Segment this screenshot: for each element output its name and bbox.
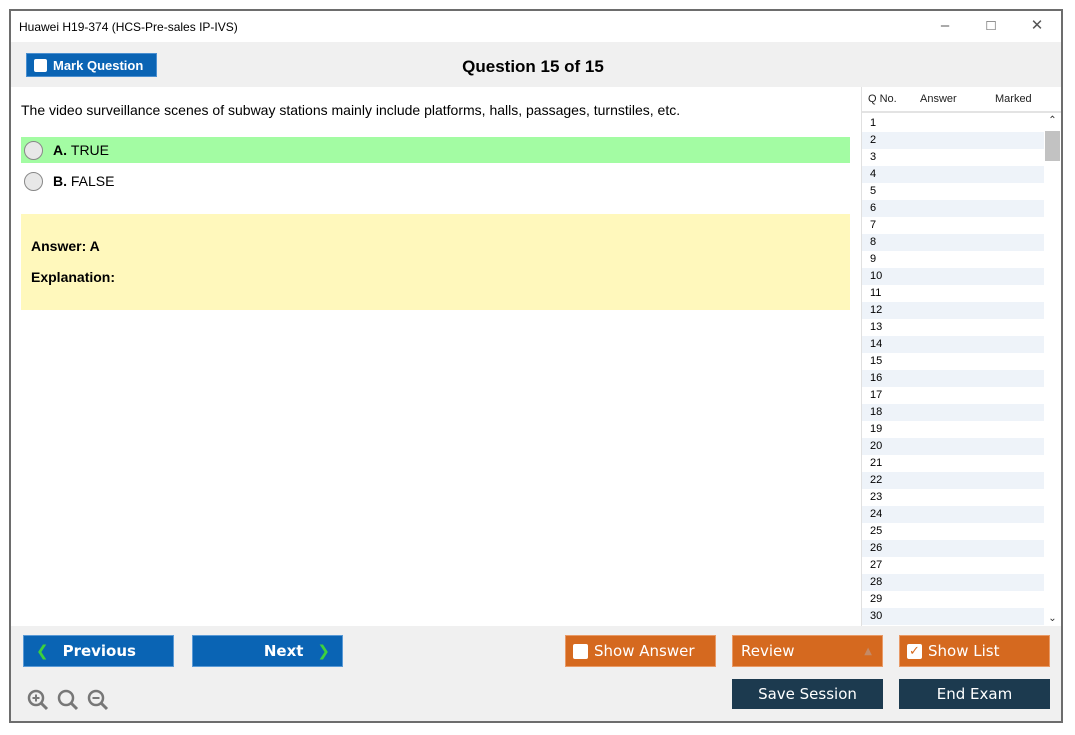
list-item[interactable]: 19 <box>870 423 883 435</box>
list-item[interactable]: 3 <box>870 151 877 163</box>
title-bar: Huawei H19-374 (HCS-Pre-sales IP-IVS) – … <box>11 11 1061 42</box>
header-marked[interactable]: Marked <box>995 93 1032 105</box>
list-item[interactable]: 27 <box>870 559 883 571</box>
list-item[interactable]: 5 <box>870 185 877 197</box>
question-list: Q No. Answer Marked 1 2 3 4 5 6 7 8 9 10 11 12 13 14 1… <box>861 87 1061 626</box>
mark-question-button[interactable]: Mark Question <box>26 53 157 77</box>
question-text: The video surveillance scenes of subway … <box>21 102 681 118</box>
answer-text: Answer: A <box>31 238 100 254</box>
previous-button[interactable]: ❮ Previous <box>23 635 174 667</box>
option-letter: B. <box>53 173 67 189</box>
show-answer-label: Show Answer <box>594 642 695 660</box>
zoom-reset-icon[interactable] <box>56 688 80 712</box>
list-item[interactable]: 4 <box>862 166 1044 183</box>
header-qno[interactable]: Q No. <box>868 93 897 105</box>
list-item[interactable]: 26 <box>862 540 1044 557</box>
question-title: Question 15 of 15 <box>462 57 604 76</box>
app-window: Huawei H19-374 (HCS-Pre-sales IP-IVS) – … <box>9 9 1063 723</box>
checkbox-icon <box>34 58 47 72</box>
save-session-button[interactable]: Save Session <box>732 679 883 709</box>
option-text: TRUE <box>70 142 110 158</box>
answer-box: Answer: A Explanation: <box>21 214 850 310</box>
scrollbar[interactable]: ⌃ ⌄ <box>1044 115 1061 626</box>
list-item[interactable]: 1 <box>870 117 877 129</box>
footer: ❮ Previous Next ❯ Show Answer Review ▲ ✓ Sho… <box>11 626 1061 721</box>
zoom-out-icon[interactable] <box>86 688 110 712</box>
list-item[interactable]: 23 <box>870 491 883 503</box>
list-item[interactable]: 13 <box>870 321 883 333</box>
mark-label: Mark Question <box>53 57 144 73</box>
list-item[interactable]: 14 <box>862 336 1044 353</box>
list-item[interactable]: 9 <box>870 253 877 265</box>
list-item[interactable]: 16 <box>862 370 1044 387</box>
toolbar: Mark Question Question 15 of 15 <box>11 42 1061 87</box>
radio-icon[interactable] <box>24 140 43 160</box>
list-header: Q No. Answer Marked <box>862 87 1061 113</box>
header-answer[interactable]: Answer <box>920 93 957 105</box>
option-b[interactable]: B. FALSE <box>21 168 850 194</box>
show-list-label: Show List <box>928 642 1000 660</box>
list-item[interactable]: 22 <box>862 472 1044 489</box>
next-button[interactable]: Next ❯ <box>192 635 343 667</box>
list-item[interactable]: 29 <box>870 593 883 605</box>
option-letter: A. <box>53 142 67 158</box>
scroll-down-icon[interactable]: ⌄ <box>1048 613 1057 624</box>
show-answer-button[interactable]: Show Answer <box>565 635 716 667</box>
list-item[interactable]: 20 <box>862 438 1044 455</box>
show-list-button[interactable]: ✓ Show List <box>899 635 1050 667</box>
list-item[interactable]: 10 <box>862 268 1044 285</box>
list-item[interactable]: 12 <box>862 302 1044 319</box>
explanation-label: Explanation: <box>31 269 116 285</box>
list-item[interactable]: 28 <box>862 574 1044 591</box>
next-label: Next <box>263 642 304 660</box>
checkbox-checked-icon: ✓ <box>907 643 922 659</box>
zoom-in-icon[interactable] <box>26 688 50 712</box>
list-item[interactable]: 25 <box>870 525 883 537</box>
window-title: Huawei H19-374 (HCS-Pre-sales IP-IVS) <box>19 20 238 34</box>
question-panel: The video surveillance scenes of subway … <box>11 87 861 626</box>
list-item[interactable]: 15 <box>870 355 883 367</box>
list-item[interactable]: 30 <box>862 608 1044 625</box>
minimize-icon[interactable]: – <box>940 17 950 34</box>
review-label: Review <box>741 642 795 660</box>
option-text: FALSE <box>70 173 115 189</box>
list-item[interactable]: 7 <box>870 219 877 231</box>
option-a[interactable]: A. TRUE <box>21 137 850 163</box>
chevron-left-icon: ❮ <box>36 642 49 660</box>
scroll-up-icon[interactable]: ⌃ <box>1048 115 1057 126</box>
list-item[interactable]: 24 <box>862 506 1044 523</box>
end-exam-label: End Exam <box>936 685 1013 703</box>
maximize-icon[interactable]: □ <box>986 17 996 34</box>
radio-icon[interactable] <box>24 171 43 191</box>
chevron-right-icon: ❯ <box>317 642 330 660</box>
list-item[interactable]: 21 <box>870 457 883 469</box>
list-item[interactable]: 6 <box>862 200 1044 217</box>
checkbox-icon <box>573 643 588 659</box>
end-exam-button[interactable]: End Exam <box>899 679 1050 709</box>
list-item[interactable]: 8 <box>862 234 1044 251</box>
list-item[interactable]: 17 <box>870 389 883 401</box>
close-icon[interactable]: ✕ <box>1030 17 1044 34</box>
scroll-thumb[interactable] <box>1045 131 1060 161</box>
review-dropdown[interactable]: Review ▲ <box>732 635 883 667</box>
previous-label: Previous <box>62 642 136 660</box>
list-item[interactable]: 2 <box>862 132 1044 149</box>
caret-up-icon: ▲ <box>864 645 872 657</box>
list-item[interactable]: 18 <box>862 404 1044 421</box>
save-session-label: Save Session <box>758 685 857 703</box>
list-item[interactable]: 11 <box>870 287 882 299</box>
